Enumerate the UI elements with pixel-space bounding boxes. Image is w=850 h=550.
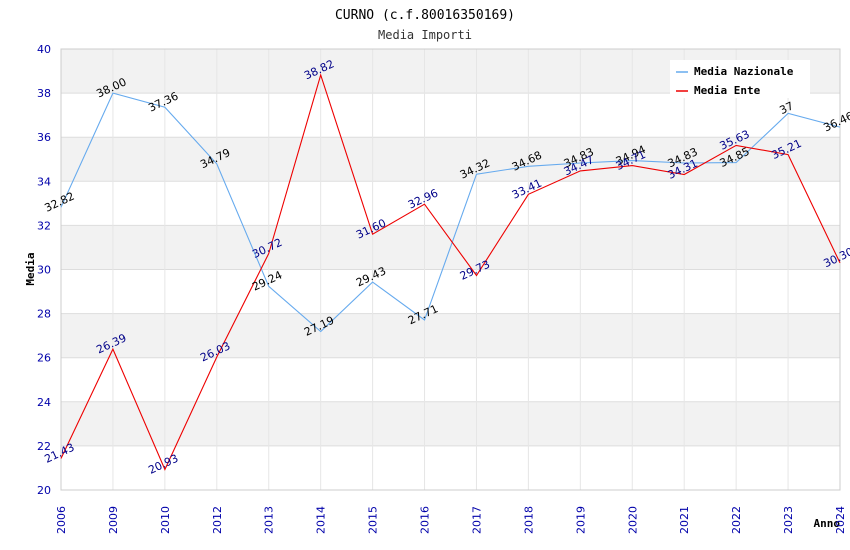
legend: Media Nazionale Media Ente xyxy=(670,60,810,98)
y-tick-label: 24 xyxy=(37,396,51,409)
x-tick-label: 2023 xyxy=(782,506,795,534)
x-tick-label: 2009 xyxy=(107,506,120,534)
y-tick-label: 36 xyxy=(37,131,51,144)
x-tick-label: 2019 xyxy=(574,506,587,534)
x-tick-label: 2022 xyxy=(730,506,743,534)
series-line-media-ente xyxy=(60,73,841,471)
y-tick-label: 28 xyxy=(37,308,51,321)
x-tick-label: 2013 xyxy=(263,506,276,534)
x-tick-label: 2006 xyxy=(55,506,68,534)
y-tick-label: 30 xyxy=(37,264,51,277)
y-tick-label: 20 xyxy=(37,484,51,497)
background-band xyxy=(61,313,840,358)
x-tick-label: 2015 xyxy=(367,506,380,534)
background-band xyxy=(61,357,840,402)
y-tick-label: 22 xyxy=(37,440,51,453)
y-tick-label: 40 xyxy=(37,43,51,56)
y-tick-label: 34 xyxy=(37,175,51,188)
x-axis-label: Anno xyxy=(814,517,841,530)
background-band xyxy=(61,93,840,138)
y-tick-labels: 20 22 24 26 28 30 32 34 36 38 40 xyxy=(37,43,51,497)
plot-background-bands xyxy=(61,49,840,490)
x-tick-label: 2017 xyxy=(470,506,483,534)
x-tick-label: 2016 xyxy=(419,506,432,534)
series-lines xyxy=(60,73,841,471)
background-band xyxy=(61,445,840,490)
x-tick-label: 2010 xyxy=(159,506,172,534)
legend-box xyxy=(670,60,810,98)
chart-title: CURNO (c.f.80016350169) xyxy=(335,8,515,23)
x-tick-label: 2021 xyxy=(678,506,691,534)
legend-label-media-nazionale: Media Nazionale xyxy=(694,65,794,78)
legend-label-media-ente: Media Ente xyxy=(694,84,761,97)
y-axis-label: Media xyxy=(24,252,37,285)
data-label: 37 xyxy=(777,99,795,117)
series-line-media-nazionale xyxy=(60,92,841,333)
chart-subtitle: Media Importi xyxy=(378,28,472,42)
y-tick-label: 26 xyxy=(37,352,51,365)
x-tick-label: 2024 xyxy=(834,506,847,534)
x-tick-label: 2012 xyxy=(211,506,224,534)
background-band xyxy=(61,401,840,446)
background-band xyxy=(61,137,840,182)
y-tick-label: 38 xyxy=(37,87,51,100)
x-tick-label: 2020 xyxy=(626,506,639,534)
x-tick-label: 2014 xyxy=(315,506,328,534)
x-tick-labels: 2006 2009 2010 2012 2013 2014 2015 2016 2017 2018… xyxy=(55,506,847,534)
background-band xyxy=(61,181,840,226)
y-tick-label: 32 xyxy=(37,219,51,232)
plot-area xyxy=(60,48,841,491)
x-tick-label: 2018 xyxy=(522,506,535,534)
background-band xyxy=(61,269,840,314)
